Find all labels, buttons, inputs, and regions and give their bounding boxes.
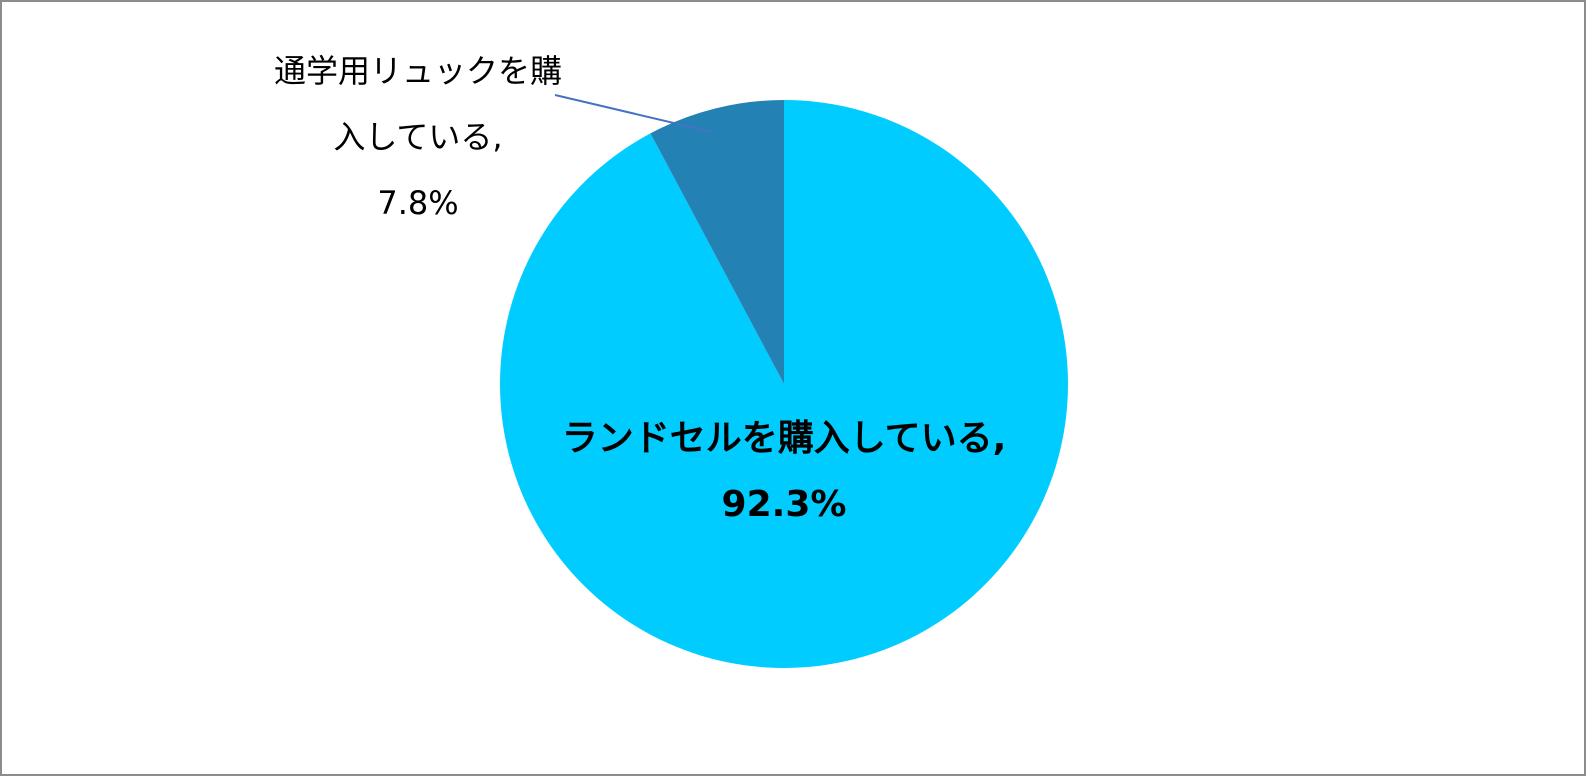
category-label: 通学用リュックを購入している,: [273, 52, 562, 156]
value-label: 92.3%: [721, 484, 847, 525]
data-label: ランドセルを購入している, 92.3%: [484, 406, 1084, 538]
pie-slice: [499, 100, 1068, 668]
category-label: ランドセルを購入している,: [561, 418, 1007, 459]
data-label: 通学用リュックを購入している, 7.8%: [268, 38, 568, 236]
value-label: 7.8%: [377, 184, 459, 222]
pie-slice: [650, 100, 784, 384]
leader-line: [554, 94, 713, 133]
